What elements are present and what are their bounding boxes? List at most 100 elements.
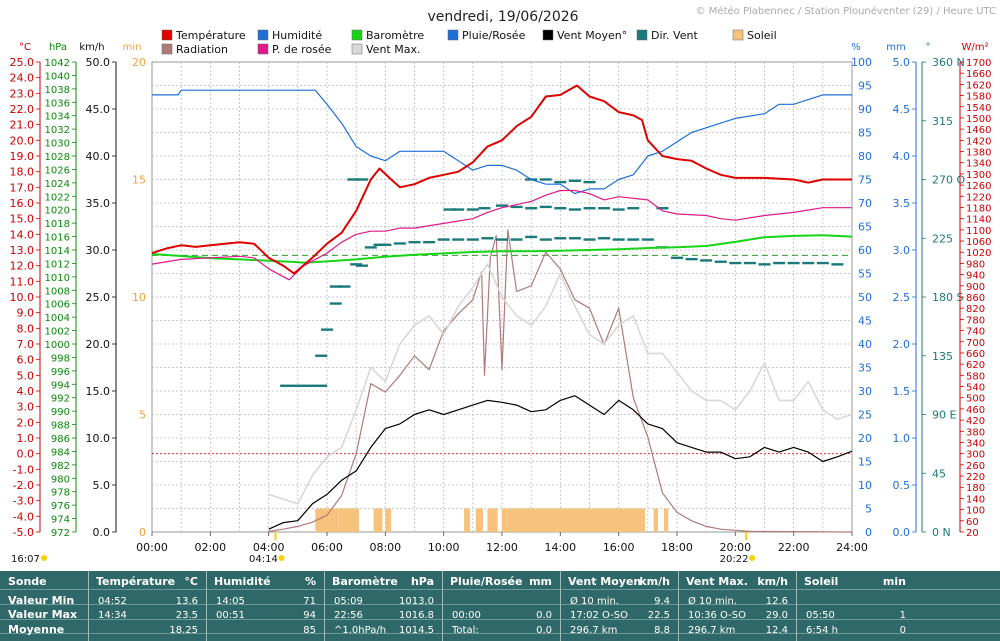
stats-cell-time: 6:54 h: [806, 625, 838, 636]
wind-dir-mark: [452, 238, 465, 241]
rad-tick-label: 1620: [966, 80, 991, 91]
legend-swatch: [161, 43, 173, 55]
wind-dir-mark: [356, 264, 368, 267]
dir-tick-label: 225: [932, 232, 953, 245]
legend-label: Baromètre: [366, 29, 424, 42]
sun-tick-label: 0: [139, 526, 146, 539]
wind-dir-mark: [656, 207, 669, 210]
press-tick-label: 984: [51, 447, 70, 458]
wind-dir-mark: [612, 238, 625, 241]
hum-tick-label: 15: [858, 456, 872, 469]
wind-dir-mark: [423, 240, 436, 244]
series-line: [151, 84, 852, 275]
hum-tick-label: 65: [858, 221, 872, 234]
start-time-icon: [41, 555, 47, 561]
hum-tick-label: 85: [858, 127, 872, 140]
stats-column-divider: [442, 571, 443, 641]
press-tick-label: 998: [51, 353, 70, 364]
rain-tick-label: 1.5: [893, 385, 911, 398]
wind-tick-label: 25.0: [86, 291, 111, 304]
stats-row-label: Valeur Min: [8, 594, 75, 607]
sun-bar: [329, 508, 339, 532]
stats-cell-time: 17:02 O-SO: [570, 610, 628, 621]
sun-tick-label: 5: [139, 409, 146, 422]
sun-bar: [338, 508, 360, 532]
press-tick-label: 1006: [45, 300, 70, 311]
wind-tick-label: 40.0: [86, 150, 111, 163]
stats-header: Sonde: [8, 575, 47, 588]
wind-dir-mark: [329, 285, 342, 288]
sun-bar: [475, 508, 484, 532]
press-tick-label: 988: [51, 421, 70, 432]
legend-label: Vent Max.: [366, 43, 420, 56]
legend-swatch: [447, 29, 459, 41]
stats-cell-value: 22.5: [647, 610, 670, 621]
stats-column-divider: [560, 571, 561, 641]
stats-cell-value: 0: [899, 625, 906, 636]
stats-unit: km/h: [757, 575, 788, 588]
wind-dir-mark: [554, 237, 567, 240]
stats-panel: Sonde Valeur Min Valeur Max Moyenne Températ…: [0, 571, 1000, 641]
rad-tick-label: 1580: [966, 92, 991, 103]
stats-cell-time: 22:56: [334, 610, 363, 621]
stats-column: Pluie/Rosée mm 00:00 0.0 Total: 0.0: [442, 571, 560, 641]
press-tick-label: 1028: [45, 152, 70, 163]
stats-column: Humidité% 14:05 71 00:51 94 85: [206, 571, 324, 641]
stats-cell-value: 12.6: [765, 596, 788, 607]
press-tick-label: 982: [51, 461, 70, 472]
rad-tick-label: 1340: [966, 159, 991, 170]
rad-tick-label: 1540: [966, 103, 991, 114]
temp-tick-label: 6.0: [17, 354, 35, 367]
stats-cell-value: 71: [303, 596, 316, 607]
rad-tick-label: 1260: [966, 181, 991, 192]
hum-unit: %: [851, 42, 861, 53]
stats-row-divider: [0, 633, 1000, 634]
temp-tick-label: 16.0: [10, 197, 35, 210]
wind-dir-mark: [437, 238, 450, 241]
x-tick-label: 16:00: [603, 541, 635, 554]
stats-cell-time: Ø 10 min.: [688, 596, 737, 607]
temp-tick-label: -5.0: [13, 526, 34, 539]
legend: Température Humidité Baromètre Pluie/Rosée V…: [161, 29, 777, 56]
rad-tick-label: 20: [966, 528, 979, 539]
wind-dir-mark: [700, 259, 713, 262]
series-line: [152, 89, 852, 195]
rain-tick-label: 0.5: [893, 479, 911, 492]
press-tick-label: 1014: [45, 246, 70, 257]
wind-tick-label: 10.0: [86, 432, 111, 445]
dir-tick-label: 360 N: [932, 56, 965, 69]
stats-cell-time: 05:09: [334, 596, 363, 607]
legend-label: Température: [175, 29, 246, 42]
hum-tick-label: 80: [858, 150, 872, 163]
sun-tick-label: 15: [132, 174, 146, 187]
legend-label: Humidité: [272, 29, 322, 42]
stats-cell-time: 05:50: [806, 610, 835, 621]
hum-tick-label: 95: [858, 80, 872, 93]
wind-dir-mark: [280, 384, 293, 387]
sun-bar: [502, 508, 508, 532]
sun-bar: [464, 508, 470, 532]
wind-dir-mark: [510, 238, 523, 241]
legend-swatch: [351, 43, 363, 55]
wind-dir-mark: [583, 207, 596, 210]
wind-tick-label: 20.0: [86, 338, 111, 351]
press-tick-label: 1030: [45, 139, 70, 150]
temp-tick-label: 10.0: [10, 291, 35, 304]
hum-tick-label: 25: [858, 409, 872, 422]
rain-tick-label: 0.0: [893, 526, 911, 539]
wind-dir-mark: [627, 207, 640, 210]
rad-tick-label: 1380: [966, 148, 991, 159]
stats-row-label: Moyenne: [8, 623, 65, 636]
press-tick-label: 1042: [45, 58, 70, 69]
hum-tick-label: 0: [865, 526, 872, 539]
stats-unit: km/h: [639, 575, 670, 588]
press-tick-label: 976: [51, 501, 70, 512]
hum-tick-label: 10: [858, 479, 872, 492]
press-tick-label: 1002: [45, 327, 70, 338]
stats-cell-value: 85: [303, 625, 316, 636]
hum-tick-label: 60: [858, 244, 872, 257]
wind-dir-mark: [539, 178, 552, 181]
stats-cell-time: 04:52: [98, 596, 127, 607]
rad-tick-label: 980: [966, 259, 985, 270]
legend-label: Soleil: [747, 29, 777, 42]
